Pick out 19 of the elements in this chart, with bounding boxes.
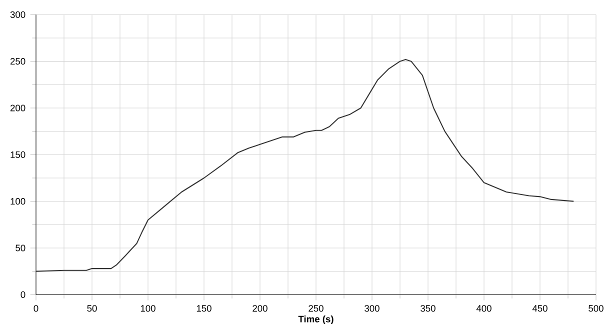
x-tick-label: 350	[420, 305, 436, 312]
x-tick-label: 300	[364, 305, 380, 312]
x-tick-label: 200	[252, 305, 268, 312]
x-tick-label: 150	[196, 305, 212, 312]
x-tick-label: 450	[532, 305, 548, 312]
y-tick-label: 100	[10, 198, 26, 205]
x-tick-label: 100	[140, 305, 156, 312]
y-tick-label: 300	[10, 11, 26, 18]
y-tick-label: 150	[10, 151, 26, 158]
x-axis-title: Time (s)	[298, 316, 334, 324]
x-tick-label: 400	[476, 305, 492, 312]
y-tick-label: 0	[20, 291, 26, 298]
x-tick-label: 500	[588, 305, 604, 312]
y-tick-label: 200	[10, 104, 26, 112]
y-tick-label: 250	[10, 58, 26, 65]
x-tick-label: 50	[87, 305, 97, 312]
y-tick-label: 50	[16, 244, 26, 252]
x-tick-label: 250	[308, 305, 324, 312]
x-tick-label: 0	[34, 305, 38, 312]
